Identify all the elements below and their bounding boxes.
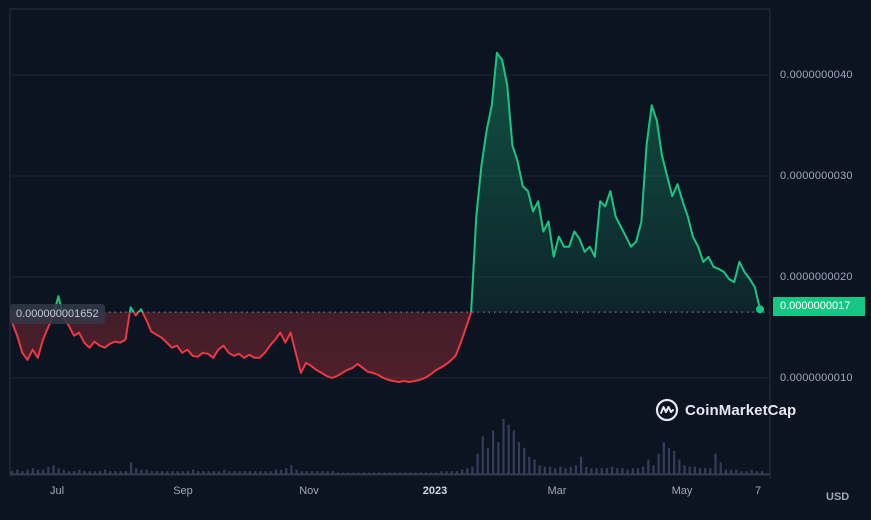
x-tick-label: Sep — [173, 485, 193, 497]
reference-price-badge: 0.000000001652 — [10, 304, 105, 324]
x-tick-label: May — [671, 485, 693, 497]
coinmarketcap-watermark: CoinMarketCap — [655, 398, 796, 422]
x-tick-label: 2023 — [422, 485, 448, 497]
watermark-text: CoinMarketCap — [685, 401, 797, 419]
x-tick-label: Jul — [49, 485, 65, 497]
current-price-badge: 0.0000000017 — [773, 297, 865, 316]
y-tick-label: 0.0000000030 — [780, 170, 853, 182]
x-tick-label: Mar — [547, 485, 567, 497]
y-tick-label: 0.0000000020 — [780, 271, 853, 283]
y-tick-label: 0.0000000040 — [780, 69, 853, 81]
coinmarketcap-logo-icon — [655, 398, 679, 422]
currency-label: USD — [826, 491, 850, 503]
x-tick-label: Nov — [299, 485, 319, 497]
x-tick-label: 7 — [754, 485, 762, 497]
y-tick-label: 0.0000000010 — [780, 372, 853, 384]
current-price-dot — [756, 305, 764, 314]
